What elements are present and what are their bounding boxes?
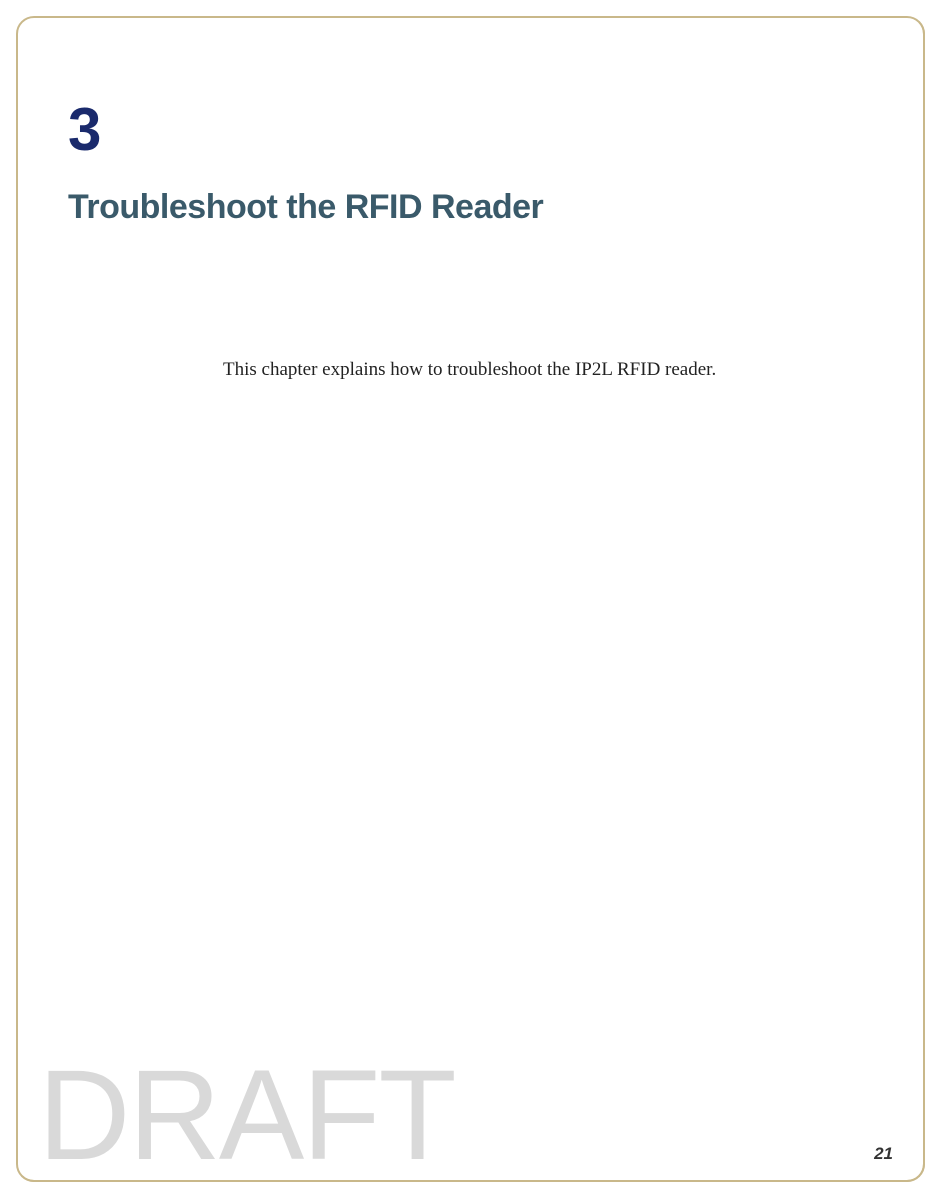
page-content: 3 Troubleshoot the RFID Reader This chap… — [68, 100, 873, 384]
page-number: 21 — [874, 1144, 893, 1164]
chapter-title: Troubleshoot the RFID Reader — [68, 188, 873, 227]
chapter-number: 3 — [68, 100, 873, 160]
chapter-intro-text: This chapter explains how to troubleshoo… — [223, 357, 873, 384]
